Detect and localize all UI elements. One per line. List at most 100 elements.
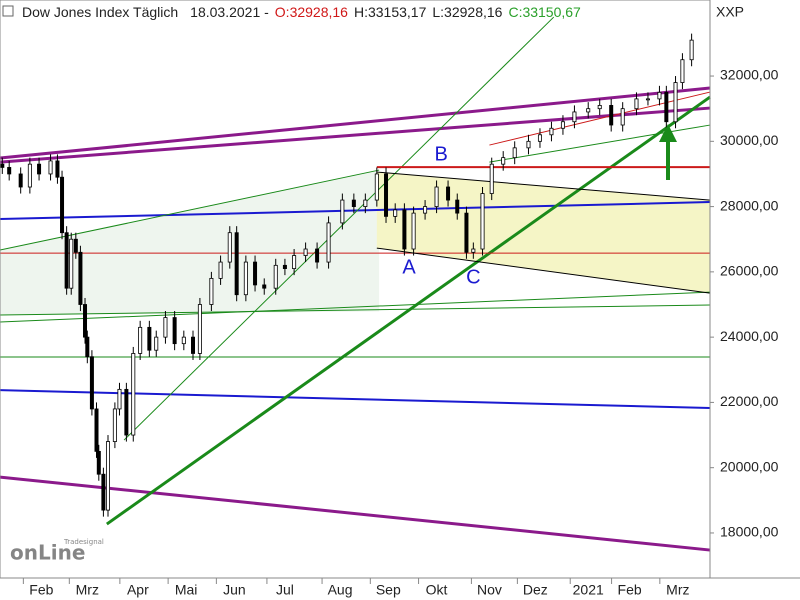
candle-body	[549, 127, 554, 136]
candle-body	[292, 255, 297, 270]
trend-line	[0, 304, 711, 316]
candle-body	[227, 232, 232, 263]
y-tick-label: 32000,00	[720, 67, 779, 83]
trend-line	[123, 16, 555, 441]
candle-body	[402, 209, 407, 250]
candle-body	[191, 336, 196, 354]
candle-body	[96, 450, 101, 475]
candle-body	[89, 356, 94, 410]
candle-body	[303, 248, 308, 256]
candle-body	[512, 147, 517, 159]
y-tick-label: 24000,00	[720, 328, 779, 344]
candle-body	[340, 199, 345, 224]
candle-body	[634, 98, 639, 110]
candle-body	[112, 408, 117, 442]
open-value: O:32928,16	[275, 4, 348, 20]
candle-body	[73, 238, 78, 253]
candle-body	[411, 212, 416, 250]
candle-body	[197, 304, 202, 354]
y-tick-label: 20000,00	[720, 458, 779, 474]
candle-body	[154, 336, 159, 351]
candle-body	[83, 304, 88, 338]
trend-line	[0, 201, 711, 221]
candle-body	[117, 388, 122, 410]
candle-body	[0, 163, 5, 168]
candle-body	[393, 209, 398, 217]
candle-body	[209, 277, 214, 305]
trend-line	[0, 169, 380, 251]
x-tick-label: Mai	[175, 582, 198, 598]
candle-body	[85, 336, 90, 358]
candle-body	[664, 91, 669, 123]
candle-body	[262, 284, 267, 289]
x-tick-label: Dez	[523, 582, 548, 598]
candle-body	[537, 134, 542, 142]
x-tick-label: 2021	[573, 582, 604, 598]
arrow-head	[659, 124, 677, 142]
candle-body	[326, 222, 331, 263]
candle-body	[572, 111, 577, 123]
watermark-large: onLine	[10, 541, 85, 565]
candle-body	[680, 59, 685, 83]
trend-line	[489, 124, 711, 163]
title: Dow Jones Index Täglich	[22, 4, 178, 20]
x-tick-label: Sep	[376, 582, 401, 598]
close-value: C:33150,67	[508, 4, 581, 20]
candle-body	[60, 176, 65, 234]
trend-line	[489, 91, 711, 146]
x-tick-label: Nov	[477, 582, 502, 598]
trend-line	[376, 171, 711, 201]
candle-body	[105, 441, 110, 511]
y-tick-label: 28000,00	[720, 197, 779, 213]
candle-body	[560, 121, 565, 129]
y-tick-label: 30000,00	[720, 132, 779, 148]
x-tick-label: Mrz	[666, 582, 689, 598]
candle-body	[37, 163, 42, 175]
x-tick-label: Okt	[426, 582, 448, 598]
trend-line	[0, 291, 711, 323]
low-value: L:32928,16	[432, 4, 502, 20]
candle-body	[645, 98, 650, 101]
y-tick-label: 18000,00	[720, 524, 779, 540]
collapse-icon[interactable]	[2, 5, 14, 17]
candle-body	[609, 105, 614, 126]
trend-line	[105, 95, 711, 526]
candle-body	[27, 163, 32, 188]
candle-body	[7, 167, 12, 175]
candle-body	[124, 388, 129, 436]
candle-body	[131, 353, 136, 436]
candle-body	[101, 473, 106, 511]
candle-body	[78, 251, 83, 305]
candle-body	[657, 91, 662, 100]
candle-body	[374, 173, 379, 201]
candle-body	[620, 108, 625, 126]
chart-title: Dow Jones Index Täglich 18.03.2021 - O:329…	[22, 4, 581, 20]
candle-body	[434, 186, 439, 207]
candle-body	[172, 317, 177, 345]
candle-body	[384, 173, 389, 217]
candle-body	[18, 173, 23, 188]
candle-body	[586, 108, 591, 113]
x-tick-label: Feb	[29, 582, 53, 598]
candle-body	[689, 39, 694, 61]
date: 18.03.2021 -	[190, 4, 269, 20]
x-tick-label: Apr	[127, 582, 149, 598]
candle-body	[138, 326, 143, 354]
high-value: H:33153,17	[354, 4, 427, 20]
x-tick-label: Jun	[223, 582, 246, 598]
trend-line	[376, 247, 711, 294]
trend-line	[0, 475, 711, 552]
candle-body	[273, 264, 278, 289]
candle-body	[234, 232, 239, 296]
candle-body	[351, 199, 356, 207]
candle-body	[363, 199, 368, 207]
trend-line	[0, 106, 711, 164]
y-tick-label: 26000,00	[720, 263, 779, 279]
candle-body	[243, 261, 248, 296]
candle-body	[282, 264, 287, 270]
band	[376, 172, 710, 294]
candle-body	[464, 212, 469, 253]
candle-body	[181, 336, 186, 345]
x-tick-label: Jul	[276, 582, 294, 598]
